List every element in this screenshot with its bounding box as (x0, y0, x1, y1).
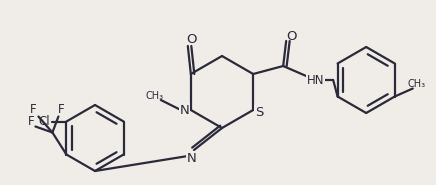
Text: O: O (187, 33, 197, 46)
Text: S: S (255, 105, 263, 119)
Text: CH₃: CH₃ (408, 78, 426, 88)
Text: CH₃: CH₃ (146, 91, 164, 101)
Text: F: F (30, 103, 37, 116)
Text: F: F (58, 103, 65, 116)
Text: F: F (28, 115, 35, 128)
Text: HN: HN (307, 73, 324, 87)
Text: N: N (180, 103, 190, 117)
Text: O: O (286, 29, 296, 43)
Text: N: N (187, 152, 197, 164)
Text: Cl: Cl (39, 115, 50, 128)
